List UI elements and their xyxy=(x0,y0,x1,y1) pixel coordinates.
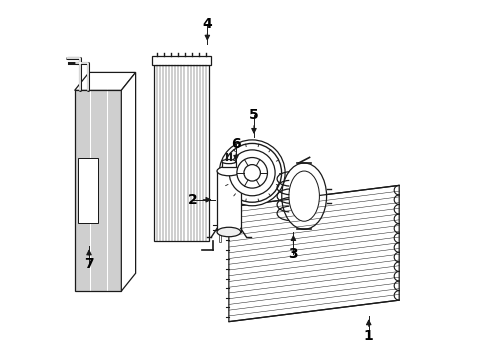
Text: 5: 5 xyxy=(249,108,259,122)
Polygon shape xyxy=(229,185,399,321)
Text: 3: 3 xyxy=(289,247,298,261)
Circle shape xyxy=(219,140,285,206)
Circle shape xyxy=(244,165,260,181)
Ellipse shape xyxy=(222,159,236,164)
Ellipse shape xyxy=(282,163,326,229)
Polygon shape xyxy=(74,90,122,291)
Circle shape xyxy=(237,158,268,188)
Circle shape xyxy=(229,150,275,196)
Polygon shape xyxy=(122,72,136,291)
Bar xyxy=(222,162,236,167)
Bar xyxy=(78,158,98,223)
Ellipse shape xyxy=(217,166,241,176)
Circle shape xyxy=(223,143,282,202)
Polygon shape xyxy=(152,56,211,65)
Text: 2: 2 xyxy=(188,193,198,207)
Text: 4: 4 xyxy=(202,17,212,31)
Polygon shape xyxy=(153,65,209,241)
Text: 7: 7 xyxy=(84,257,94,271)
Text: 1: 1 xyxy=(364,329,373,343)
Ellipse shape xyxy=(289,171,319,221)
Text: 6: 6 xyxy=(231,137,241,151)
Polygon shape xyxy=(74,72,136,90)
Ellipse shape xyxy=(217,227,241,237)
Bar xyxy=(217,171,241,232)
